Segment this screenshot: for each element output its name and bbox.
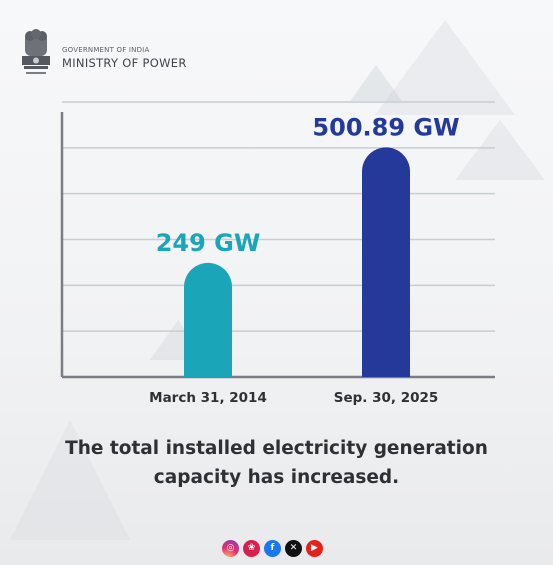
facebook-icon[interactable]: f [264,539,281,557]
category-label-2: Sep. 30, 2025 [334,390,439,406]
data-label-1: 249 GW [156,229,261,257]
caption: The total installed electricity generati… [0,434,553,492]
category-label-1: March 31, 2014 [149,390,267,406]
decor-triangle [350,65,402,101]
koo-icon[interactable]: ❀ [243,539,260,557]
caption-line-2: capacity has increased. [153,467,400,488]
data-label-2: 500.89 GW [312,113,459,141]
decor-triangle [10,420,130,540]
national-emblem-icon [22,29,50,74]
instagram-icon[interactable]: ◎ [222,539,239,557]
government-label: GOVERNMENT OF INDIA [62,46,150,54]
ministry-label: MINISTRY OF POWER [62,56,187,70]
bar-chart: 249 GW March 31, 2014 500.89 GW Sep. 30, 20… [60,101,495,406]
x-icon[interactable]: ✕ [285,539,302,557]
caption-line-1: The total installed electricity generati… [65,438,488,459]
bar-2 [362,147,410,377]
bar-1 [184,262,232,377]
social-icons: ◎ ❀ f ✕ ▶ [222,538,323,558]
youtube-icon[interactable]: ▶ [306,539,323,557]
decor-triangle [455,120,545,180]
decor-triangle [375,20,515,115]
